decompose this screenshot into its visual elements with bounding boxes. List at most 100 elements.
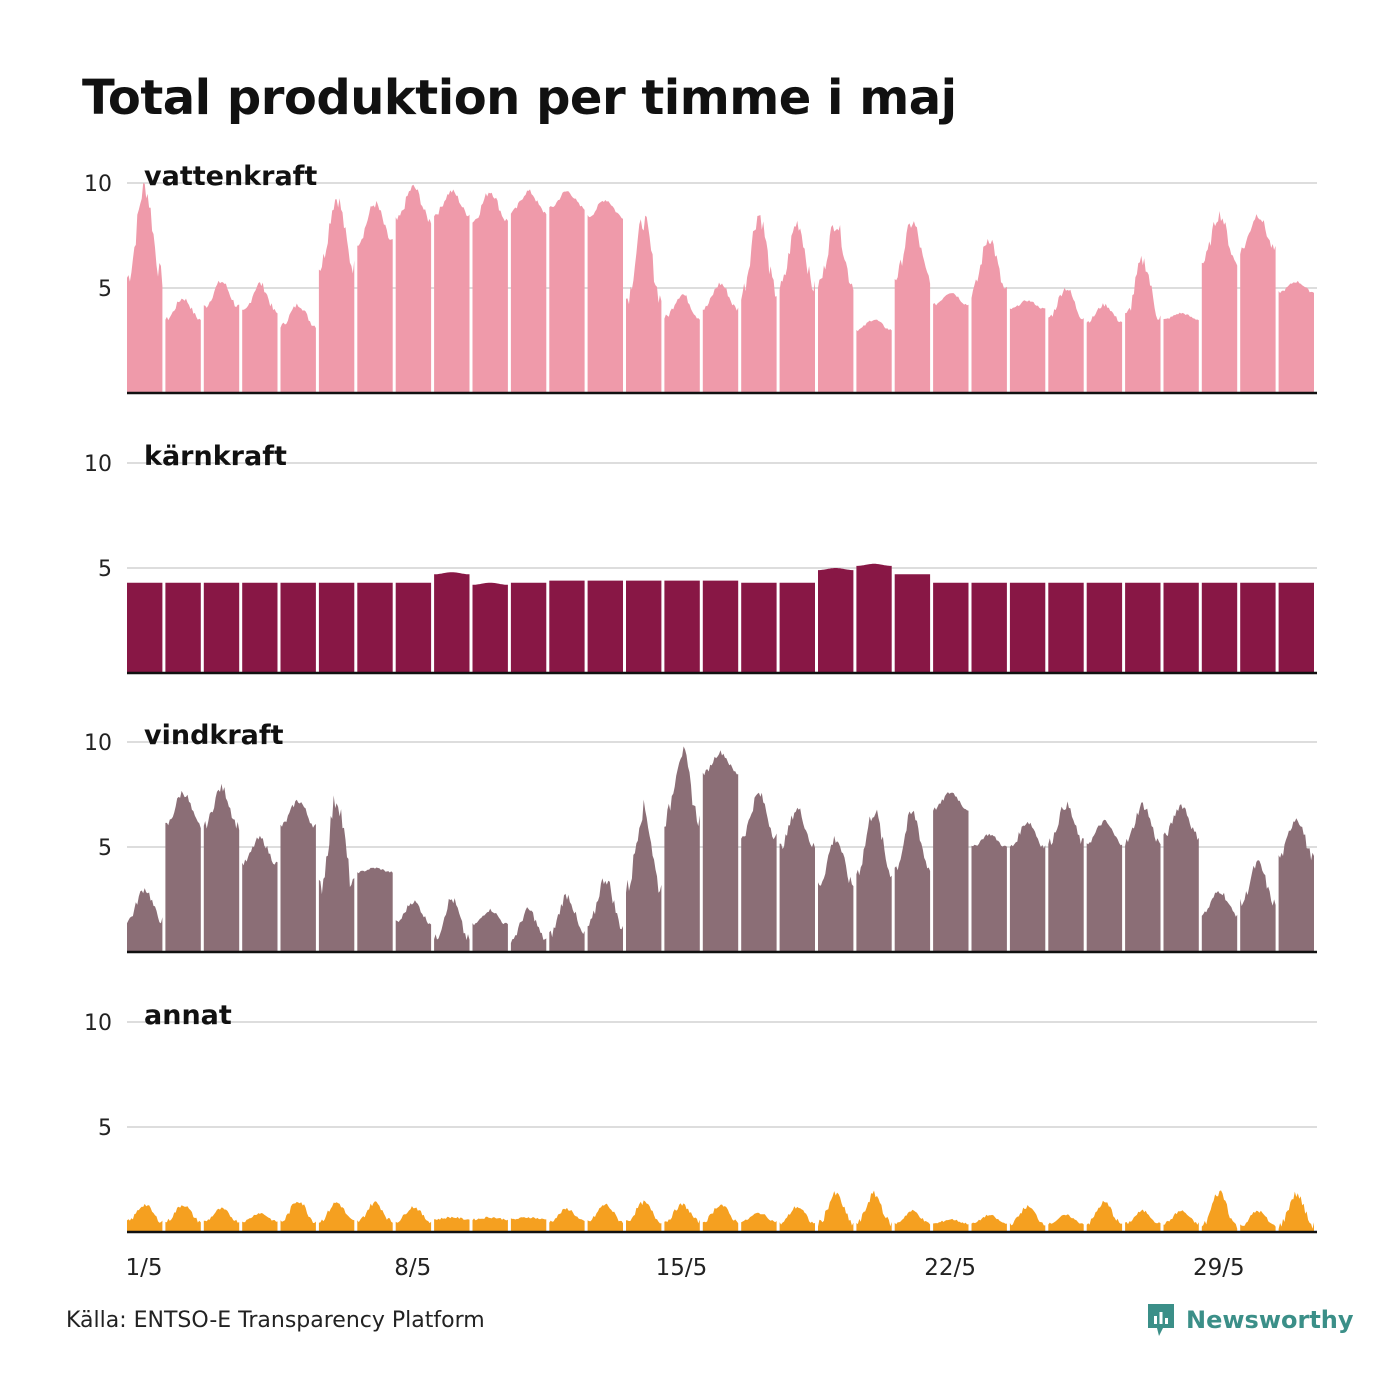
area-kärnkraft-day-19 <box>818 568 854 673</box>
area-kärnkraft-day-13 <box>587 580 623 673</box>
area-kärnkraft-day-25 <box>1048 582 1084 673</box>
area-annat-day-27 <box>1125 1209 1161 1232</box>
area-kärnkraft-day-17 <box>741 582 777 673</box>
area-vindkraft-day-12 <box>549 893 585 952</box>
area-vindkraft-day-26 <box>1086 819 1123 952</box>
area-annat-day-31 <box>1278 1191 1314 1232</box>
area-vindkraft-day-1 <box>127 888 163 952</box>
area-vattenkraft-day-28 <box>1163 312 1199 393</box>
area-vattenkraft-day-10 <box>472 192 508 393</box>
area-annat-day-4 <box>242 1213 278 1232</box>
area-annat-day-6 <box>318 1202 355 1232</box>
area-kärnkraft-day-8 <box>395 582 432 673</box>
area-annat-day-24 <box>1009 1205 1046 1232</box>
area-kärnkraft-day-30 <box>1240 582 1276 673</box>
area-kärnkraft-day-24 <box>1009 582 1046 673</box>
area-vattenkraft-day-14 <box>626 215 662 393</box>
area-annat-day-21 <box>894 1209 931 1232</box>
area-vindkraft-day-22 <box>933 792 969 952</box>
area-vindkraft-day-13 <box>587 878 623 952</box>
area-annat-day-3 <box>203 1207 240 1232</box>
brand-logo: Newsworthy <box>1146 1302 1354 1338</box>
area-vattenkraft-day-29 <box>1201 211 1238 393</box>
area-vindkraft-day-29 <box>1201 891 1238 952</box>
area-kärnkraft-day-16 <box>702 580 739 673</box>
panel-title: kärnkraft <box>144 441 287 472</box>
area-kärnkraft-day-1 <box>127 582 163 673</box>
x-tick-label: 1/5 <box>125 1255 162 1281</box>
area-kärnkraft-day-14 <box>626 580 662 673</box>
x-tick-label: 8/5 <box>394 1255 431 1281</box>
area-kärnkraft-day-22 <box>933 582 969 673</box>
x-tick-label: 22/5 <box>924 1255 976 1281</box>
area-annat-day-1 <box>127 1203 163 1232</box>
area-kärnkraft-day-3 <box>203 582 240 673</box>
area-annat-day-15 <box>664 1203 700 1232</box>
area-annat-day-30 <box>1240 1210 1276 1232</box>
area-annat-day-29 <box>1201 1190 1238 1232</box>
chart-title: Total produktion per timme i maj <box>82 70 957 126</box>
area-annat-day-18 <box>779 1206 815 1232</box>
area-kärnkraft-day-29 <box>1201 582 1238 673</box>
area-kärnkraft-day-31 <box>1278 582 1314 673</box>
area-vattenkraft-day-21 <box>894 221 931 393</box>
area-annat-day-25 <box>1048 1214 1084 1232</box>
area-kärnkraft-day-12 <box>549 580 585 673</box>
area-vattenkraft-day-20 <box>856 319 892 393</box>
area-kärnkraft-day-5 <box>280 582 316 673</box>
area-annat-day-13 <box>587 1203 623 1232</box>
area-vattenkraft-day-6 <box>318 198 355 393</box>
area-vattenkraft-day-23 <box>971 238 1007 393</box>
area-annat-day-19 <box>818 1191 854 1232</box>
area-kärnkraft-day-10 <box>472 582 508 673</box>
area-vindkraft-day-15 <box>664 746 700 952</box>
y-tick-label: 10 <box>84 731 112 756</box>
area-vattenkraft-day-16 <box>702 282 739 393</box>
area-annat-day-22 <box>933 1218 969 1232</box>
y-tick-label: 5 <box>98 836 112 861</box>
area-annat-day-26 <box>1086 1200 1123 1232</box>
area-kärnkraft-day-7 <box>357 582 393 673</box>
area-kärnkraft-day-20 <box>856 563 892 673</box>
area-annat-day-8 <box>395 1206 432 1232</box>
area-vindkraft-day-31 <box>1278 818 1314 952</box>
area-annat-day-7 <box>357 1201 393 1232</box>
area-annat-day-10 <box>472 1216 508 1232</box>
area-annat-day-16 <box>702 1204 739 1232</box>
area-vattenkraft-day-8 <box>395 184 432 393</box>
area-annat-day-14 <box>626 1200 662 1232</box>
area-vattenkraft-day-1 <box>127 183 163 393</box>
area-annat-day-23 <box>971 1214 1007 1232</box>
area-vindkraft-day-11 <box>510 907 547 952</box>
y-tick-label: 5 <box>98 557 112 582</box>
area-vattenkraft-day-7 <box>357 200 393 393</box>
area-kärnkraft-day-26 <box>1086 582 1123 673</box>
area-kärnkraft-day-28 <box>1163 582 1199 673</box>
x-tick-label: 29/5 <box>1193 1255 1245 1281</box>
area-vattenkraft-day-19 <box>818 225 854 393</box>
area-vindkraft-day-2 <box>165 790 201 952</box>
area-kärnkraft-day-15 <box>664 580 700 673</box>
area-vindkraft-day-27 <box>1125 802 1161 952</box>
panel-title: vindkraft <box>144 720 284 751</box>
y-tick-label: 5 <box>98 277 112 302</box>
area-kärnkraft-day-27 <box>1125 582 1161 673</box>
newsworthy-logo-icon <box>1148 1304 1174 1336</box>
panel-annat: 5 10 annat <box>84 1000 1317 1234</box>
area-vattenkraft-day-17 <box>741 215 777 393</box>
area-vindkraft-day-20 <box>856 809 892 952</box>
area-vattenkraft-day-11 <box>510 189 547 393</box>
source-note: Källa: ENTSO-E Transparency Platform <box>66 1308 485 1333</box>
area-kärnkraft-day-6 <box>318 582 355 673</box>
area-vindkraft-day-3 <box>203 783 240 952</box>
area-vindkraft-day-10 <box>472 908 508 952</box>
panel-title: vattenkraft <box>144 161 317 192</box>
area-vindkraft-day-28 <box>1163 804 1199 952</box>
area-vattenkraft-day-9 <box>434 189 470 393</box>
area-vindkraft-day-30 <box>1240 860 1276 952</box>
area-vindkraft-day-9 <box>434 898 470 952</box>
area-vattenkraft-day-26 <box>1086 303 1123 393</box>
area-vattenkraft-day-12 <box>549 191 585 393</box>
area-vindkraft-day-19 <box>818 835 854 952</box>
